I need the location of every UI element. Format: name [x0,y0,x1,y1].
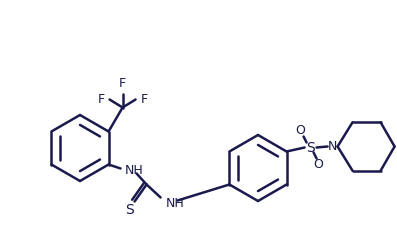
Text: NH: NH [125,164,143,177]
Text: F: F [97,93,104,106]
Text: F: F [141,93,148,106]
Text: NH: NH [166,197,184,210]
Text: F: F [119,77,126,89]
Text: N: N [328,140,337,153]
Text: S: S [125,203,134,217]
Text: O: O [314,158,324,171]
Text: O: O [296,124,306,137]
Text: S: S [306,141,315,155]
